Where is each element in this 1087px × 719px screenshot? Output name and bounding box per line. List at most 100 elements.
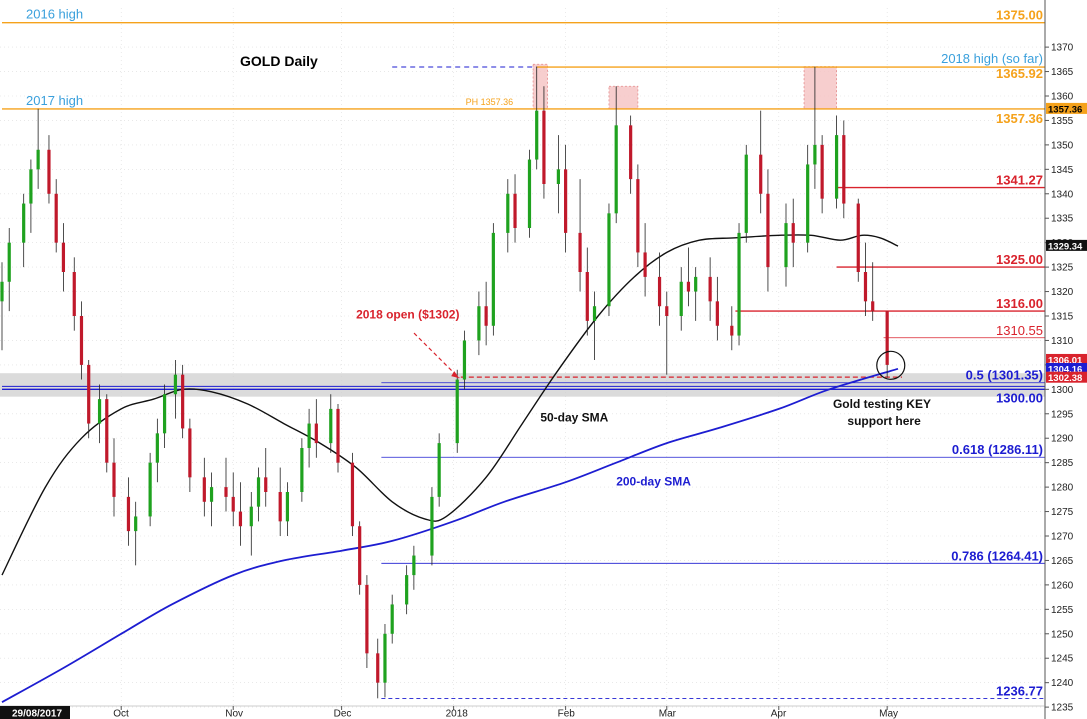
candle <box>97 384 102 444</box>
level-lines: 2016 high 1375.00 2017 high 1357.36 1365.92 1… <box>2 7 1045 699</box>
level-price-label: 0.618 (1286.11) <box>952 442 1043 457</box>
candle-body <box>694 276 698 292</box>
candle-body <box>665 306 669 316</box>
candle-body <box>871 301 875 312</box>
candle-body <box>148 462 152 517</box>
candle-body <box>759 154 763 194</box>
chart-title: GOLD Daily <box>240 53 318 69</box>
support-circle <box>876 350 906 380</box>
candles <box>0 66 889 699</box>
candle-body <box>784 223 788 268</box>
candle <box>462 330 467 390</box>
candle <box>105 394 109 473</box>
candle-body <box>730 325 734 336</box>
candle-body <box>307 423 311 448</box>
level-name-label: 2017 high <box>26 93 83 108</box>
candle-body <box>856 203 860 272</box>
candle-body <box>61 242 66 272</box>
y-tick-label: 1350 <box>1051 140 1074 151</box>
open-2018-arrow <box>413 332 460 379</box>
candle-body <box>162 394 167 434</box>
candle <box>863 242 868 316</box>
candle-body <box>224 487 228 497</box>
candle-body <box>437 443 441 497</box>
candle-body <box>484 306 488 326</box>
candle <box>715 276 719 341</box>
candle-body <box>535 110 539 160</box>
candle <box>314 399 318 458</box>
candle-body <box>134 516 138 532</box>
candle-body <box>7 242 11 282</box>
x-tick-label: 2018 <box>446 709 469 719</box>
candle <box>806 144 810 253</box>
candle <box>249 492 253 556</box>
candle <box>564 144 568 253</box>
candle <box>336 404 340 473</box>
y-tick-label: 1275 <box>1051 507 1074 518</box>
candle <box>112 438 116 517</box>
candle <box>209 472 214 527</box>
candle-body <box>209 487 214 502</box>
candle-body <box>202 477 206 502</box>
candle <box>592 291 597 360</box>
x-tick-label: Mar <box>659 709 677 719</box>
candle-body <box>679 281 683 316</box>
candle-body <box>285 492 290 522</box>
annotations: 2018 open ($1302) 50-day SMA 200-day SMA Go… <box>356 307 931 488</box>
candle <box>126 477 131 546</box>
candle <box>238 482 243 546</box>
candle-body <box>585 272 589 321</box>
candle <box>542 86 546 199</box>
date-axis: 29/08/2017 Oct Nov Dec 2018 Feb Mar Apr May <box>0 705 1045 719</box>
candle-body <box>72 272 76 316</box>
candle <box>885 311 889 378</box>
annotation-label: Gold testing KEY <box>833 397 931 411</box>
level-price-label: 1375.00 <box>996 8 1043 23</box>
candle <box>766 169 770 292</box>
candle-body <box>181 374 185 429</box>
candle <box>307 408 311 468</box>
candle-body <box>350 462 355 527</box>
y-tick-label: 1290 <box>1051 434 1074 445</box>
annotation-label: 2018 open ($1302) <box>356 307 459 321</box>
level-name-label-2018-high: 2018 high (so far) <box>941 51 1043 66</box>
candle <box>430 487 434 566</box>
price-axis: 1235 1240 1245 1250 1255 1260 1265 1270 1275 1280… <box>1044 0 1087 719</box>
y-tick-label: 1270 <box>1051 532 1074 543</box>
candle-body <box>336 408 340 463</box>
candle <box>513 174 517 243</box>
x-tick-label: Apr <box>771 709 787 719</box>
candle-body <box>542 110 546 184</box>
candle <box>744 144 748 243</box>
y-tick-label: 1255 <box>1051 605 1074 616</box>
candle <box>376 638 380 699</box>
candle-body <box>477 306 481 341</box>
candle <box>614 86 618 224</box>
candle-body <box>173 374 178 395</box>
candle-body <box>365 584 369 654</box>
x-tick-label: Feb <box>558 709 576 719</box>
candle-body <box>527 159 532 228</box>
candle <box>54 179 58 253</box>
candle <box>405 565 409 615</box>
level-price-label: 1341.27 <box>996 173 1043 188</box>
x-start-tag-bg <box>0 706 70 719</box>
y-tick-label: 1325 <box>1051 263 1074 274</box>
y-tick-label: 1370 <box>1051 43 1074 54</box>
price-tag-bg <box>1046 102 1087 114</box>
candle-body <box>97 399 102 424</box>
candle <box>484 281 488 346</box>
candle <box>556 135 560 214</box>
candle-body <box>885 311 889 365</box>
candle <box>455 369 459 453</box>
candle-body <box>278 492 282 522</box>
candle <box>784 203 788 287</box>
candle-body <box>300 448 304 492</box>
candle-body <box>491 232 495 326</box>
candle <box>686 247 691 307</box>
candle-body <box>513 193 517 228</box>
candle-body <box>358 526 362 585</box>
level-price-label: 1300.00 <box>996 390 1043 405</box>
sma200-line <box>1 367 899 703</box>
